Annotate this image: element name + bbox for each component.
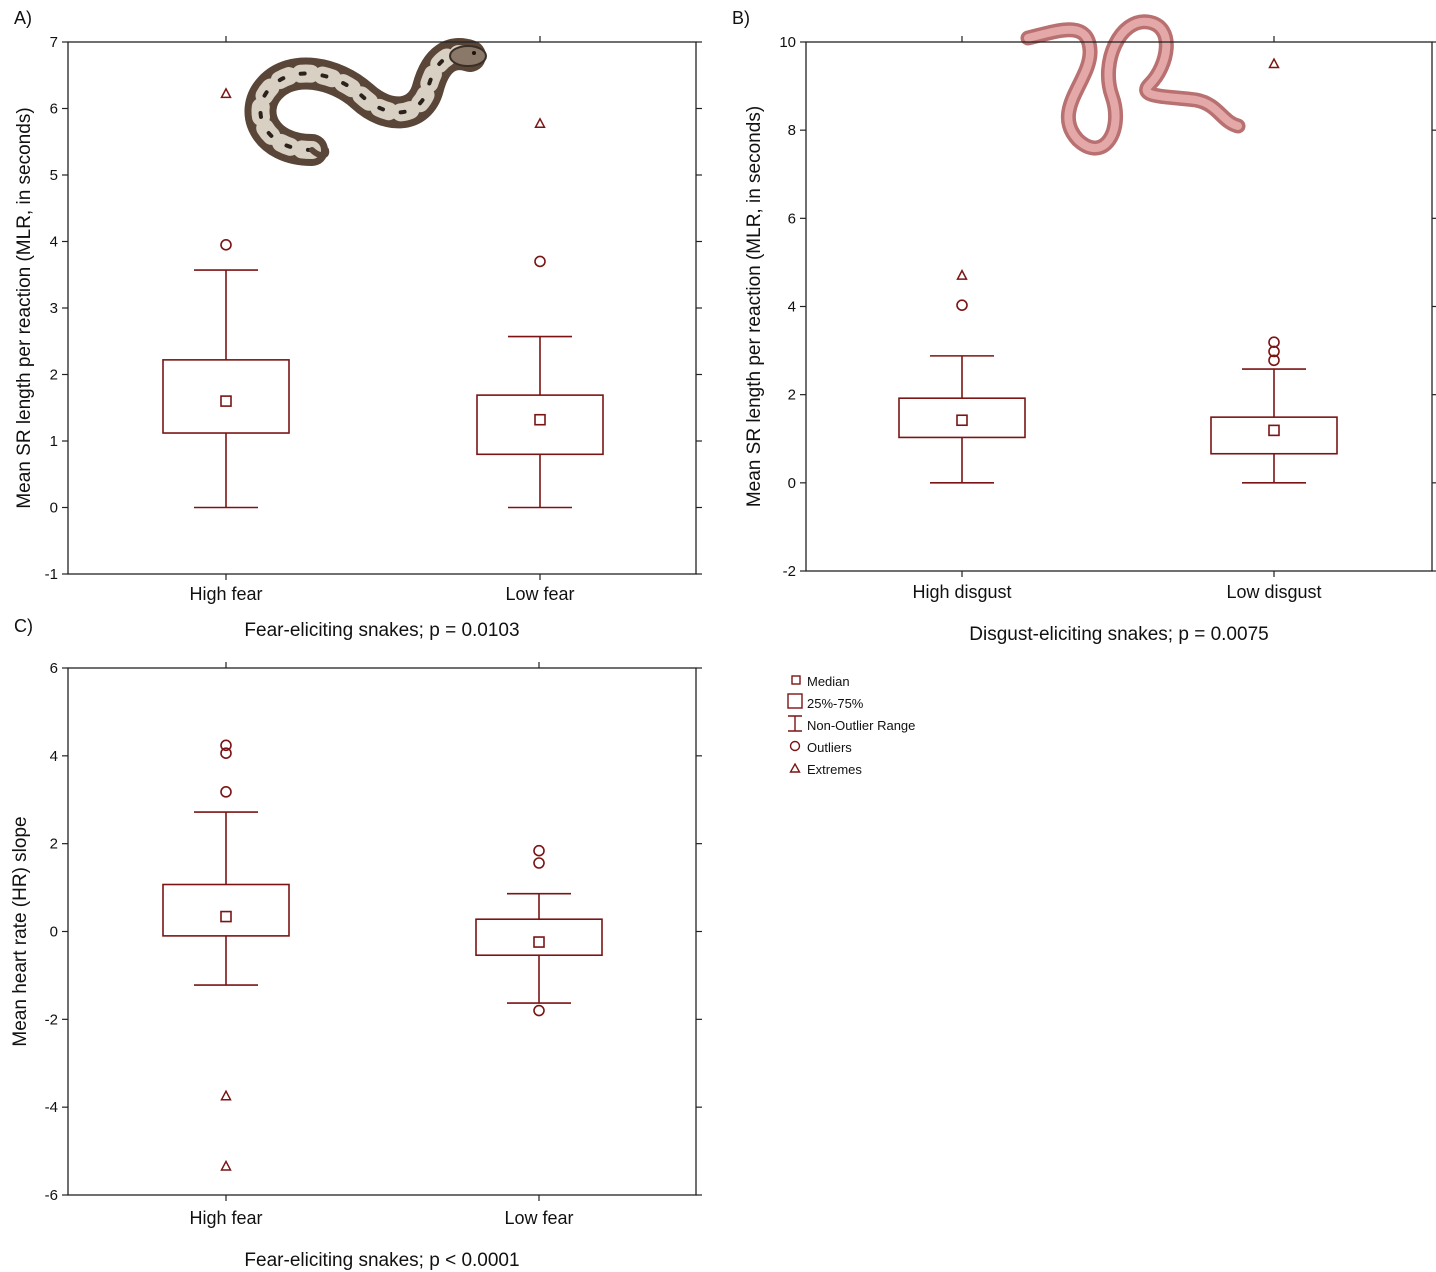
legend-item-extreme: Extremes [789, 762, 862, 777]
x-axis-title: Disgust-eliciting snakes; p = 0.0075 [969, 624, 1268, 645]
y-tick-label: -2 [45, 1011, 58, 1028]
legend-label-whisker: Non-Outlier Range [807, 718, 915, 733]
legend-item-outlier: Outliers [789, 740, 852, 755]
outlier-point [220, 239, 232, 251]
extreme-point [220, 87, 232, 99]
y-tick-label: 0 [788, 475, 796, 492]
outlier-point [220, 747, 232, 759]
legend-item-median: Median [791, 674, 850, 689]
y-axis-title: Mean SR length per reaction (MLR, in sec… [14, 107, 35, 508]
y-tick-label: 6 [50, 101, 58, 118]
outlier-point [220, 786, 232, 798]
panel-b: B) -2 0 2 4 6 8 10 High disgust Low disgust Disgu… [732, 8, 1436, 645]
y-tick-label: 2 [788, 387, 796, 404]
y-tick-label: 0 [50, 500, 58, 517]
category-label: High disgust [912, 582, 1011, 602]
outlier-point [533, 857, 545, 869]
median-marker [533, 936, 545, 948]
y-tick-label: 6 [788, 210, 796, 227]
legend-label-outlier: Outliers [807, 740, 852, 755]
median-marker [220, 395, 232, 407]
legend-box-symbol [787, 693, 803, 709]
extreme-point [220, 1159, 232, 1171]
y-tick-label: 1 [50, 433, 58, 450]
y-tick-label: 2 [50, 367, 58, 384]
legend-item-whisker: Non-Outlier Range [788, 715, 915, 733]
y-tick-label: 8 [788, 122, 796, 139]
y-tick-label: 2 [50, 836, 58, 853]
category-label: Low fear [505, 584, 574, 604]
median-marker [220, 910, 232, 923]
y-tick-label: 7 [50, 34, 58, 51]
extreme-point [534, 117, 546, 129]
legend-median-symbol [791, 675, 801, 685]
panel-a-label: A) [14, 8, 32, 28]
box-group [162, 87, 290, 509]
category-label: Low disgust [1226, 582, 1321, 602]
y-tick-label: -4 [45, 1099, 58, 1116]
outlier-point [534, 255, 546, 268]
blind-snake-image [1020, 14, 1246, 156]
x-axis-title: Fear-eliciting snakes; p = 0.0103 [244, 620, 519, 641]
outlier-point [533, 1004, 545, 1017]
y-tick-label: 4 [50, 748, 58, 765]
y-tick-label: 10 [779, 34, 796, 51]
y-tick-label: 6 [50, 660, 58, 677]
outlier-point [1268, 336, 1280, 349]
panel-c: C) -6 -4 -2 0 2 4 6 High fear Low fear Fear-elici… [10, 616, 702, 1271]
box-group [475, 844, 603, 1017]
y-axis-title: Mean SR length per reaction (MLR, in sec… [744, 106, 765, 507]
y-tick-label: -1 [45, 566, 58, 583]
panel-a: A) -1 0 1 2 3 4 5 6 7 High fear Low fear Fear-elici… [14, 8, 702, 641]
legend-outlier-symbol [789, 740, 801, 752]
box-group [1210, 57, 1338, 484]
legend: Median 25%-75% Non-Outlier Range Outlier… [787, 674, 915, 777]
y-tick-label: 4 [788, 299, 796, 316]
y-tick-label: 5 [50, 167, 58, 184]
outlier-point [533, 844, 545, 857]
legend-label-extreme: Extremes [807, 762, 862, 777]
median-marker [1268, 424, 1280, 437]
median-marker [956, 414, 968, 427]
median-marker [534, 413, 546, 426]
outlier-point [956, 299, 968, 311]
panel-b-label: B) [732, 8, 750, 28]
legend-label-median: Median [807, 674, 850, 689]
legend-whisker-symbol [788, 715, 802, 732]
extreme-point [1268, 57, 1280, 69]
y-axis-title: Mean heart rate (HR) slope [10, 816, 31, 1046]
y-tick-label: 4 [50, 234, 58, 251]
y-tick-label: -2 [783, 563, 796, 580]
extreme-point [220, 1089, 232, 1101]
category-label: High fear [189, 584, 262, 604]
box-group [162, 739, 290, 1171]
category-label: Low fear [504, 1208, 573, 1228]
panel-c-label: C) [14, 616, 33, 636]
x-axis-title: Fear-eliciting snakes; p < 0.0001 [244, 1250, 519, 1271]
legend-label-box: 25%-75% [807, 696, 864, 711]
box-group [476, 117, 604, 509]
box-group [898, 269, 1026, 484]
legend-item-box: 25%-75% [787, 693, 864, 711]
extreme-point [956, 269, 968, 280]
iqr-box [162, 883, 290, 937]
category-label: High fear [189, 1208, 262, 1228]
outlier-point [1268, 354, 1280, 367]
viper-snake-image [244, 38, 487, 166]
y-tick-label: 3 [50, 300, 58, 317]
y-tick-label: 0 [50, 924, 58, 941]
legend-extreme-symbol [789, 762, 801, 773]
outlier-point [220, 739, 232, 752]
y-tick-label: -6 [45, 1187, 58, 1204]
